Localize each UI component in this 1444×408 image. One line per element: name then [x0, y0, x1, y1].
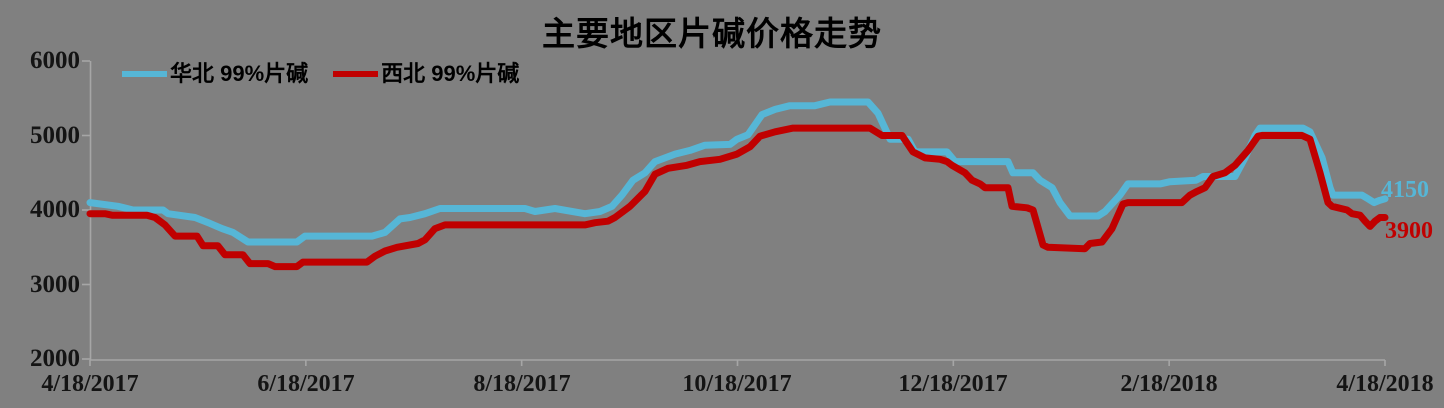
legend-line-swatch-northwest — [333, 71, 379, 77]
legend: 华北 99%片碱 西北 99%片碱 — [122, 60, 519, 88]
y-axis-tick-label: 4000 — [30, 196, 80, 223]
chart-title: 主要地区片碱价格走势 — [542, 15, 882, 52]
x-axis-tick-label: 10/18/2017 — [682, 371, 792, 397]
y-axis-tick-label: 5000 — [30, 122, 80, 149]
series-end-value-northwest: 3900 — [1385, 218, 1433, 244]
legend-item-north-china: 华北 99%片碱 — [122, 61, 308, 87]
series-line-north-china — [86, 98, 1389, 246]
legend-item-northwest: 西北 99%片碱 — [333, 61, 519, 87]
y-axis-tick-label: 6000 — [30, 47, 80, 74]
y-axis-tick-label: 3000 — [30, 271, 80, 298]
x-axis-tick-label: 4/18/2017 — [41, 371, 139, 397]
legend-label-north-china: 华北 99%片碱 — [170, 61, 309, 86]
x-axis-tick-label: 12/18/2017 — [898, 371, 1008, 397]
x-axis-tick-label: 8/18/2017 — [473, 371, 571, 397]
x-axis-tick-label: 2/18/2018 — [1120, 371, 1218, 397]
x-axis-tick-label: 4/18/2018 — [1336, 371, 1434, 397]
x-axis-tick-label: 6/18/2017 — [257, 371, 355, 397]
series-end-value-north-china: 4150 — [1381, 177, 1429, 203]
series-line-northwest — [86, 124, 1389, 271]
y-axis-tick-label: 2000 — [30, 345, 80, 372]
legend-line-swatch-north-china — [122, 71, 167, 77]
legend-label-northwest: 西北 99%片碱 — [381, 61, 520, 86]
